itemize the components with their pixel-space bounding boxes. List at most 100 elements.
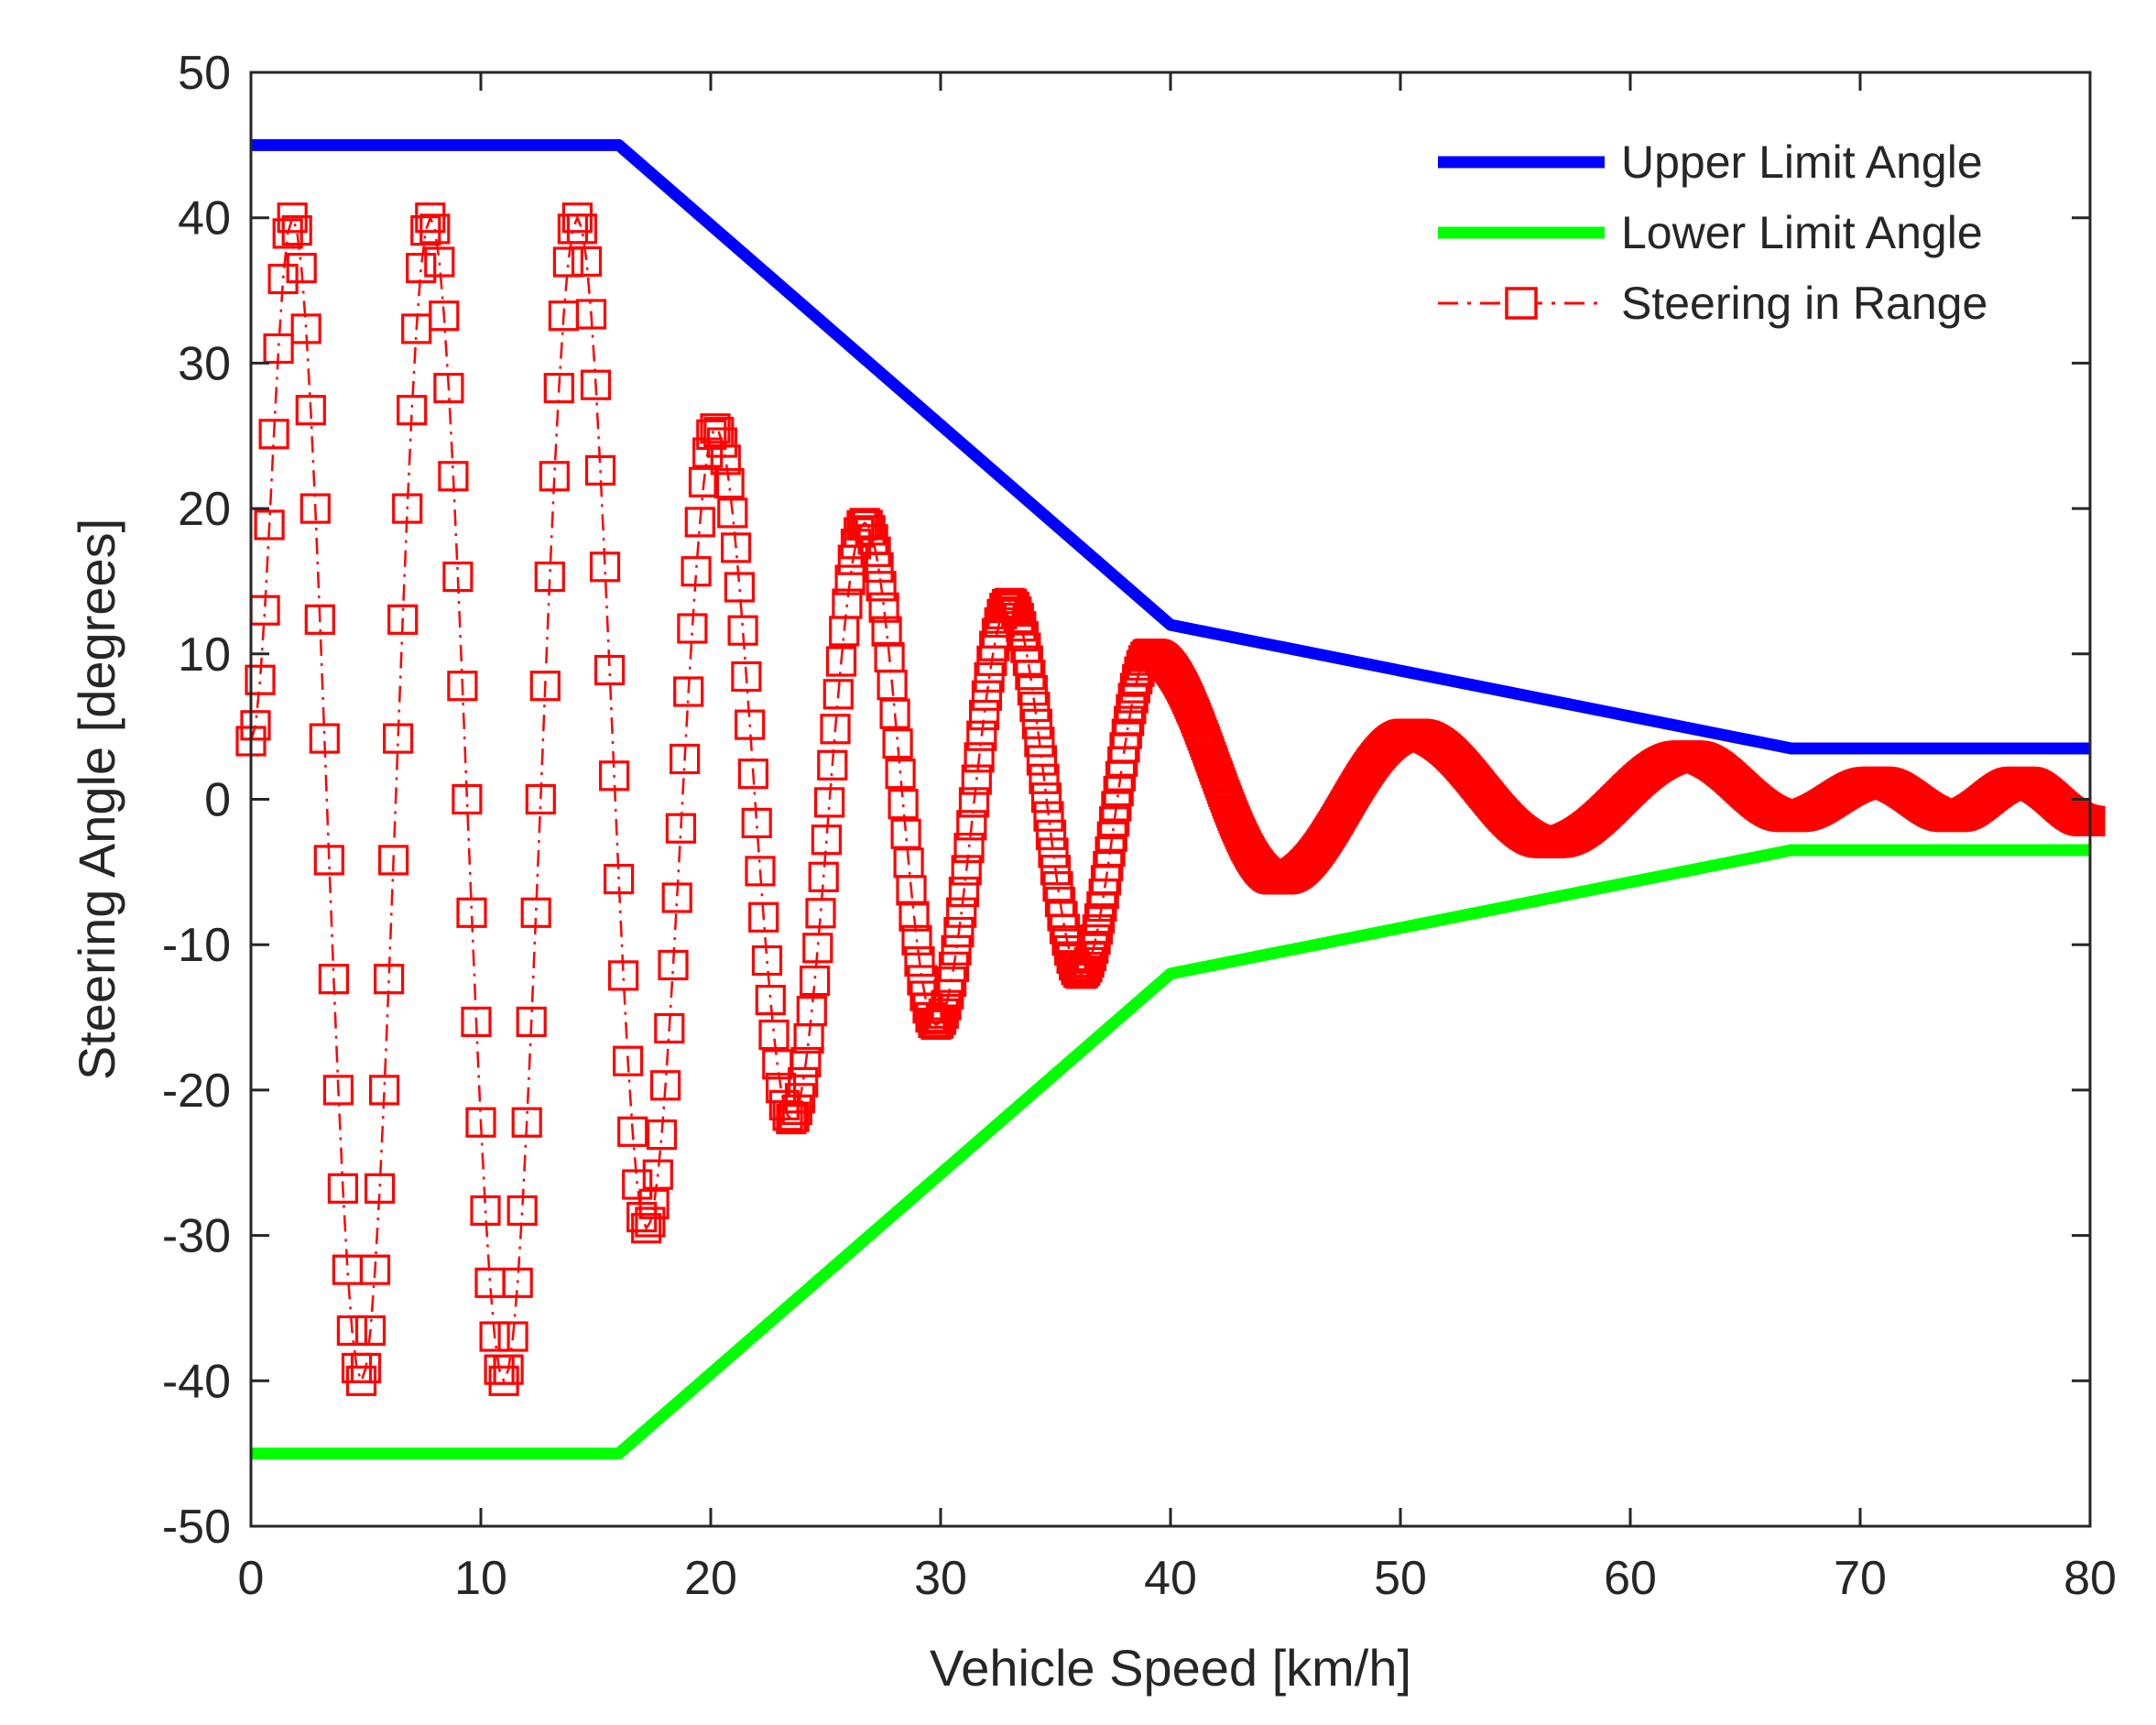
data-point-marker (871, 616, 902, 647)
legend-entry: Steering in Range (1438, 278, 1987, 329)
series-line-lower-limit-angle (251, 844, 2090, 1460)
data-point-marker (956, 810, 987, 841)
data-point-marker (506, 1195, 538, 1227)
data-point-marker (1040, 855, 1072, 886)
data-point-marker (1019, 691, 1051, 723)
data-point-marker (964, 742, 995, 773)
legend-label: Upper Limit Angle (1621, 136, 1983, 188)
data-point-marker (272, 218, 303, 249)
y-tick-label: -40 (162, 1355, 231, 1408)
data-point-marker (424, 246, 455, 278)
x-axis-label: Vehicle Speed [km/h] (930, 1639, 1411, 1697)
data-point-marker (673, 676, 704, 707)
data-point-marker (885, 759, 916, 790)
data-point-marker (727, 615, 758, 646)
data-point-marker (1098, 806, 1130, 837)
data-point-marker (938, 951, 970, 983)
data-point-marker (580, 369, 612, 400)
data-point-marker (948, 876, 980, 908)
data-point-marker (387, 604, 419, 635)
data-point-marker (974, 661, 1005, 693)
series-markers-steering-in-range (235, 202, 2106, 1396)
data-point-marker (318, 964, 349, 995)
data-point-marker (706, 427, 738, 458)
data-point-marker (612, 1045, 644, 1076)
series-group (235, 138, 2106, 1460)
data-point-marker (808, 861, 839, 892)
data-point-marker (661, 882, 692, 913)
data-point-marker (369, 1075, 400, 1106)
data-point-marker (479, 1321, 510, 1352)
data-point-marker (322, 1075, 354, 1106)
data-point-marker (896, 875, 927, 906)
data-point-marker (598, 760, 630, 792)
data-point-marker (465, 1107, 496, 1138)
data-point-marker (1024, 726, 1055, 758)
data-point-marker (258, 419, 289, 450)
data-point-marker (1021, 708, 1053, 739)
data-point-marker (805, 898, 836, 929)
data-point-marker (998, 591, 1029, 623)
data-point-marker (1083, 903, 1116, 934)
data-point-marker (790, 1046, 822, 1078)
data-point-marker (392, 493, 423, 524)
data-point-marker (415, 202, 446, 234)
data-point-marker (419, 213, 451, 245)
data-point-marker (958, 787, 990, 818)
data-point-marker (286, 253, 317, 284)
data-point-marker (860, 536, 891, 567)
data-point-marker (901, 924, 932, 955)
y-tick-label: -20 (162, 1064, 231, 1118)
data-point-marker (649, 1070, 681, 1101)
data-point-marker (1007, 620, 1040, 652)
data-point-marker (966, 720, 997, 751)
data-point-marker (832, 588, 863, 619)
data-point-marker (631, 1213, 662, 1244)
series-line-steering-in-range (249, 213, 2090, 1384)
data-point-marker (566, 213, 598, 245)
data-point-marker (497, 1321, 528, 1352)
data-point-marker (470, 1195, 501, 1227)
data-point-marker (516, 1006, 547, 1038)
data-point-marker (953, 832, 985, 864)
x-tick-label: 80 (2063, 1552, 2117, 1605)
data-point-marker (904, 945, 935, 977)
data-point-marker (784, 1083, 816, 1114)
data-point-marker (622, 1169, 653, 1200)
data-point-marker (863, 551, 894, 584)
data-point-marker (646, 1119, 678, 1151)
data-point-marker (1029, 763, 1060, 794)
data-point-marker (961, 764, 992, 795)
data-point-marker (502, 1267, 533, 1298)
axes: 0 10 20 30 40 50 60 70 80 -50 -40 -30 -20 -10 0 10 20 30 4… (162, 47, 2117, 1605)
data-point-marker (254, 509, 285, 540)
legend-entry: Upper Limit Angle (1438, 136, 1983, 188)
data-point-marker (245, 664, 276, 695)
data-point-marker (677, 613, 708, 644)
x-tick-label: 30 (914, 1552, 967, 1605)
data-point-marker (561, 202, 593, 234)
y-tick-label: -50 (162, 1501, 231, 1554)
data-point-marker (452, 783, 483, 815)
data-point-marker (737, 759, 769, 790)
data-point-marker (796, 996, 827, 1027)
data-point-marker (406, 253, 437, 284)
data-point-marker (263, 333, 294, 365)
data-point-marker (635, 1206, 666, 1238)
data-point-marker (971, 680, 1003, 711)
data-point-marker (1017, 674, 1049, 706)
data-point-marker (802, 933, 833, 964)
x-tick-label: 0 (238, 1552, 265, 1605)
data-point-marker (688, 466, 720, 497)
data-point-marker (741, 807, 772, 839)
data-point-marker (336, 1315, 367, 1347)
data-point-marker (928, 998, 959, 1030)
y-tick-label: 30 (178, 337, 231, 390)
data-point-marker (638, 1188, 670, 1219)
data-point-marker (820, 714, 851, 745)
data-point-marker (433, 373, 464, 404)
data-point-marker (313, 845, 344, 876)
data-point-marker (295, 395, 326, 426)
data-point-marker (713, 467, 745, 499)
data-point-marker (1116, 693, 1147, 725)
